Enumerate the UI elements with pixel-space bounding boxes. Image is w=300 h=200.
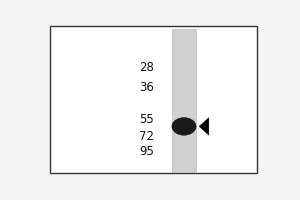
FancyBboxPatch shape bbox=[50, 26, 257, 173]
Text: 55: 55 bbox=[139, 113, 154, 126]
Polygon shape bbox=[199, 118, 209, 135]
FancyBboxPatch shape bbox=[172, 29, 196, 172]
Text: 95: 95 bbox=[139, 145, 154, 158]
Text: 72: 72 bbox=[139, 130, 154, 143]
Text: 28: 28 bbox=[139, 61, 154, 74]
Ellipse shape bbox=[172, 118, 196, 135]
Text: 36: 36 bbox=[139, 81, 154, 94]
